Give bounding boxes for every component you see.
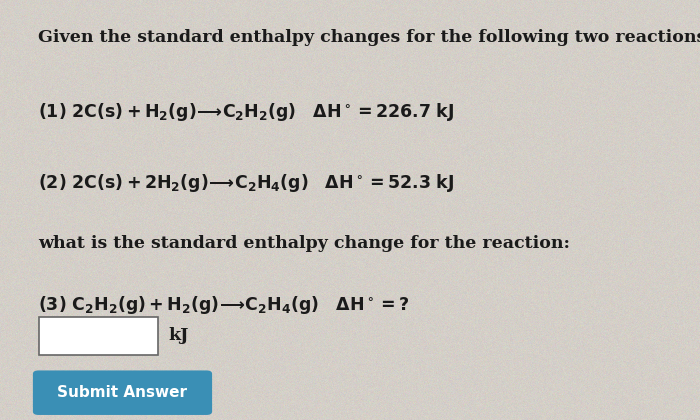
Text: kJ: kJ — [168, 328, 188, 344]
Text: $\mathbf{(3)\ C_2H_2(g) + H_2(g) \!\longrightarrow\! C_2H_4(g) \quad \Delta H^\c: $\mathbf{(3)\ C_2H_2(g) + H_2(g) \!\long… — [38, 294, 409, 316]
Text: Given the standard enthalpy changes for the following two reactions:: Given the standard enthalpy changes for … — [38, 29, 700, 46]
Text: what is the standard enthalpy change for the reaction:: what is the standard enthalpy change for… — [38, 235, 570, 252]
Text: Submit Answer: Submit Answer — [57, 385, 188, 400]
Text: $\mathbf{(2)\ 2C(s) + 2H_2(g) \!\longrightarrow\! C_2H_4(g) \quad \Delta H^\circ: $\mathbf{(2)\ 2C(s) + 2H_2(g) \!\longrig… — [38, 172, 455, 194]
FancyBboxPatch shape — [38, 317, 158, 355]
FancyBboxPatch shape — [33, 370, 212, 415]
Text: $\mathbf{(1)\ 2C(s) + H_2(g) \!\longrightarrow\! C_2H_2(g) \quad \Delta H^\circ : $\mathbf{(1)\ 2C(s) + H_2(g) \!\longrigh… — [38, 101, 455, 123]
